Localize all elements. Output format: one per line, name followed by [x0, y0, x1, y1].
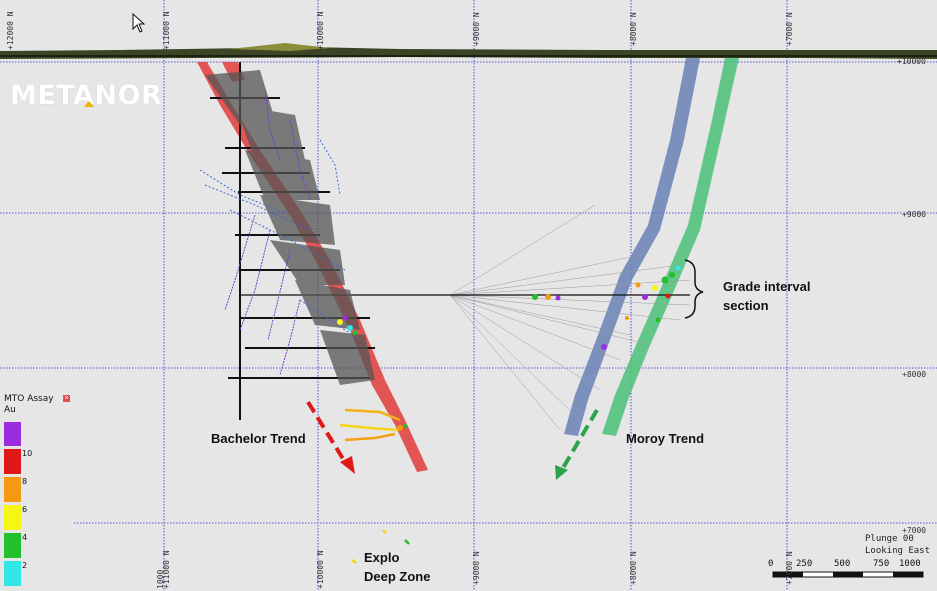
bachelor-arrow — [306, 400, 355, 474]
scale-label: 250 — [796, 559, 813, 569]
legend-title-line2: Au — [4, 405, 16, 415]
right-tick-label: +7000 — [902, 526, 927, 535]
legend-value: 10 — [22, 449, 33, 458]
moroy-assays — [532, 265, 681, 350]
looking-text: Looking East — [865, 546, 931, 556]
legend-value: 6 — [22, 505, 28, 514]
grade-interval-bracket — [684, 259, 704, 319]
scale-label: 0 — [768, 559, 774, 569]
moroy-trend-label: Moroy Trend — [626, 431, 705, 446]
bottom-tick-label: +11000 N — [162, 550, 171, 589]
scale-label: 750 — [873, 559, 890, 569]
bottom-tick-label: +9000 N — [472, 551, 481, 585]
stopes — [205, 70, 375, 385]
topography-surface — [0, 43, 937, 59]
legend-swatch — [4, 533, 21, 558]
bottom-tick-label: +8000 N — [629, 551, 638, 585]
assay-legend: MTO Assay Au × 10 8 6 4 2 — [2, 394, 72, 591]
grade-interval-label-line2: section — [723, 298, 769, 313]
legend-swatch — [4, 422, 21, 446]
legend-value: 2 — [22, 561, 28, 570]
plunge-text: Plunge 00 — [865, 534, 914, 544]
scale-bar — [772, 571, 924, 578]
explo-label-line1: Explo — [364, 550, 400, 565]
right-tick-label: +9000 — [902, 210, 927, 219]
legend-swatch — [4, 505, 21, 530]
right-tick-label: +10000 — [897, 57, 926, 66]
legend-swatch — [4, 477, 21, 502]
drillhole-fan — [449, 204, 691, 431]
bachelor-trend-label: Bachelor Trend — [211, 431, 306, 446]
legend-value: 4 — [22, 533, 28, 542]
bachelor-assays — [337, 315, 358, 336]
top-tick-label: +10000 N — [316, 11, 325, 50]
view-orientation: Plunge 00 Looking East — [865, 533, 930, 557]
bachelor-drill-traces — [199, 89, 361, 376]
logo-accent-icon — [84, 101, 94, 107]
moroy-arrow — [555, 408, 599, 480]
mouse-cursor-icon — [132, 13, 146, 33]
moroy-blue-band — [564, 58, 700, 436]
legend-title-line1: MTO Assay — [4, 394, 54, 404]
scale-label: 1000 — [899, 559, 921, 569]
top-tick-label: +11000 N — [162, 11, 171, 50]
top-tick-label: +12000 N — [6, 11, 15, 50]
moroy-green-band — [602, 58, 739, 436]
grade-interval-label-line1: Grade interval — [723, 279, 811, 294]
legend-swatch — [4, 561, 21, 586]
close-icon[interactable]: × — [63, 395, 70, 402]
top-tick-label: +9000 N — [472, 12, 481, 46]
right-tick-label: +8000 — [902, 370, 927, 379]
bottom-tick-label: +7000 N — [785, 551, 794, 585]
explo-label-line2: Deep Zone — [364, 569, 431, 584]
top-tick-label: +7000 N — [785, 12, 794, 46]
deep-zone-intercepts — [339, 408, 410, 564]
legend-title: MTO Assay Au — [4, 394, 54, 416]
top-tick-label: +8000 N — [629, 12, 638, 46]
bottom-tick-label: +10000 N — [316, 550, 325, 589]
legend-swatch — [4, 449, 21, 474]
legend-value: 8 — [22, 477, 28, 486]
scale-label: 500 — [834, 559, 851, 569]
